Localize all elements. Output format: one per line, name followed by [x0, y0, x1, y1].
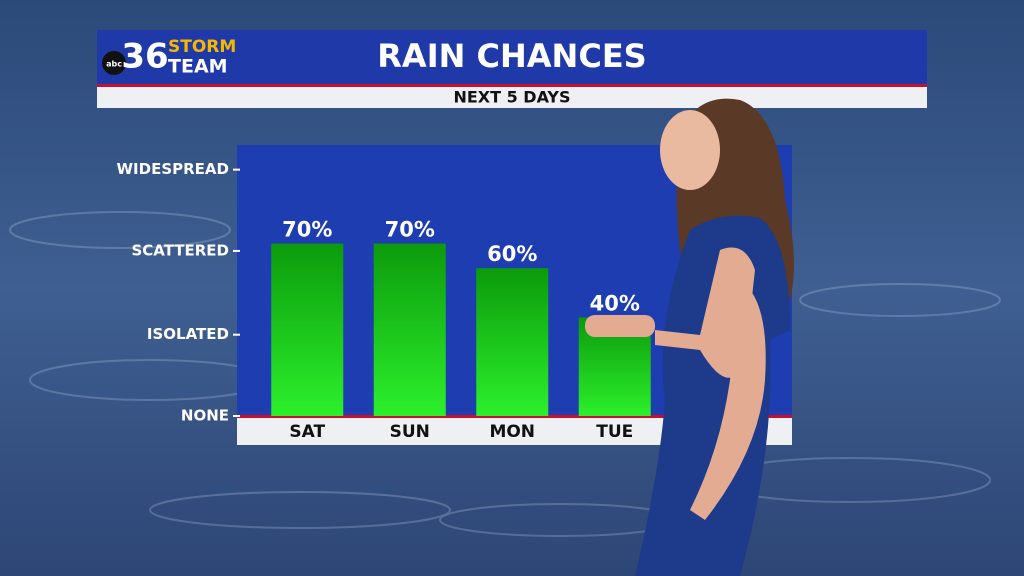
logo-badge — [102, 51, 126, 75]
y-tick-label: SCATTERED — [131, 241, 229, 259]
x-tick-label: SAT — [289, 422, 325, 442]
logo-line2: TEAM — [168, 56, 228, 78]
bar — [373, 243, 446, 416]
value-label: 40% — [590, 291, 640, 315]
value-label: 70% — [385, 218, 435, 242]
x-tick-label: SUN — [390, 422, 430, 442]
y-tick-label: ISOLATED — [147, 325, 229, 343]
value-label: 70% — [282, 218, 332, 242]
logo-network: abc — [106, 60, 122, 69]
logo-number: 36 — [121, 37, 168, 77]
baseline — [237, 415, 792, 418]
presenter — [585, 98, 794, 576]
bar — [271, 243, 344, 416]
y-tick-label: WIDESPREAD — [117, 160, 229, 178]
y-tick-label: NONE — [181, 407, 229, 425]
x-tick-label: TUE — [596, 422, 633, 442]
bar — [476, 268, 549, 416]
x-tick-label: MON — [489, 422, 535, 442]
value-label: 60% — [487, 242, 537, 266]
logo-line1: STORM — [168, 37, 236, 57]
header-bar — [97, 30, 927, 84]
chart-title: RAIN CHANCES — [377, 37, 646, 75]
header-rule — [97, 84, 927, 87]
chart-subtitle: NEXT 5 DAYS — [453, 88, 570, 107]
